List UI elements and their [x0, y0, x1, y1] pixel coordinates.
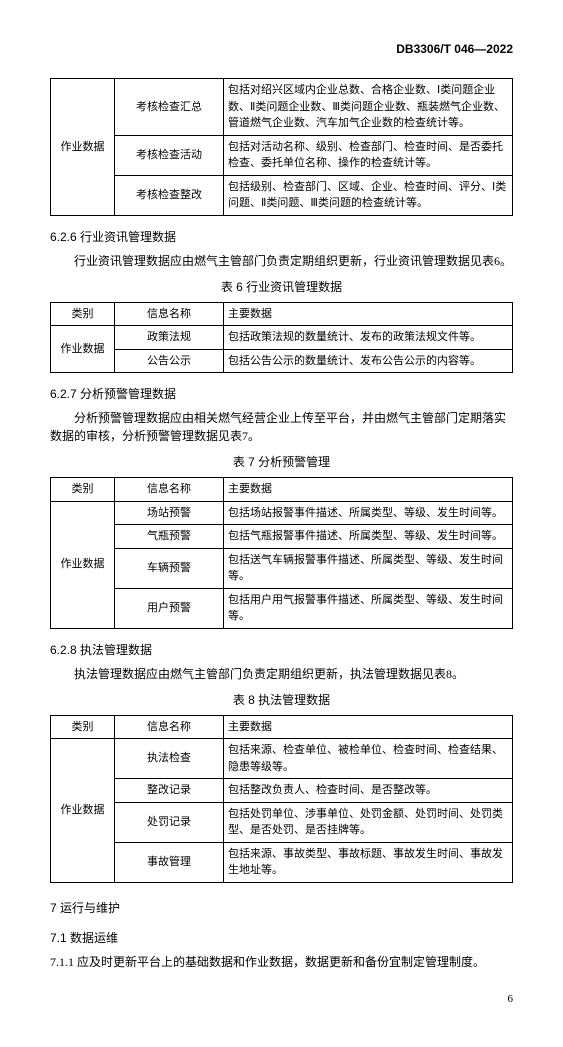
table7-caption: 表 7 分析预警管理 — [50, 453, 513, 471]
t8-desc-2: 包括处罚单位、涉事单位、处罚金额、处罚时间、处罚类型、是否处罚、是否挂牌等。 — [224, 802, 513, 842]
section-7-1-title: 7.1 数据运维 — [50, 929, 513, 947]
t6-cat: 作业数据 — [51, 326, 115, 373]
t8-desc-3: 包括来源、事故类型、事故标题、事故发生时间、事故发生地址等。 — [224, 842, 513, 882]
t6-name-1: 公告公示 — [115, 349, 224, 373]
table8: 类别 信息名称 主要数据 作业数据 执法检查 包括来源、检查单位、被检单位、检查… — [50, 715, 513, 883]
t7-name-3: 用户预警 — [115, 588, 224, 628]
t7-desc-3: 包括用户用气报警事件描述、所属类型、等级、发生时间等。 — [224, 588, 513, 628]
t7-desc-0: 包括场站报警事件描述、所属类型、等级、发生时间等。 — [224, 501, 513, 525]
t8-h3: 主要数据 — [224, 715, 513, 739]
t6-h1: 类别 — [51, 302, 115, 326]
t8-h2: 信息名称 — [115, 715, 224, 739]
t8-desc-1: 包括整改负责人、检查时间、是否整改等。 — [224, 779, 513, 803]
t5-desc-0: 包括对绍兴区域内企业总数、合格企业数、Ⅰ类问题企业数、Ⅱ类问题企业数、Ⅲ类问题企… — [224, 79, 513, 136]
t8-name-0: 执法检查 — [115, 739, 224, 779]
doc-code-header: DB3306/T 046—2022 — [50, 40, 513, 58]
t6-h2: 信息名称 — [115, 302, 224, 326]
section-7-1-1-para: 7.1.1 应及时更新平台上的基础数据和作业数据，数据更新和备份宜制定管理制度。 — [50, 953, 513, 971]
t7-desc-2: 包括送气车辆报警事件描述、所属类型、等级、发生时间等。 — [224, 548, 513, 588]
t5-desc-2: 包括级别、检查部门、区域、企业、检查时间、评分、Ⅰ类问题、Ⅱ类问题、Ⅲ类问题的检… — [224, 175, 513, 215]
page-number: 6 — [50, 991, 513, 1008]
table5-continuation: 作业数据 考核检查汇总 包括对绍兴区域内企业总数、合格企业数、Ⅰ类问题企业数、Ⅱ… — [50, 78, 513, 216]
t8-name-3: 事故管理 — [115, 842, 224, 882]
table6: 类别 信息名称 主要数据 作业数据 政策法规 包括政策法规的数量统计、发布的政策… — [50, 302, 513, 374]
t7-cat: 作业数据 — [51, 501, 115, 628]
t5-cat: 作业数据 — [51, 79, 115, 216]
t8-desc-0: 包括来源、检查单位、被检单位、检查时间、检查结果、隐患等级等。 — [224, 739, 513, 779]
t8-h1: 类别 — [51, 715, 115, 739]
section-6-2-6-title: 6.2.6 行业资讯管理数据 — [50, 228, 513, 246]
section-6-2-7-title: 6.2.7 分析预警管理数据 — [50, 385, 513, 403]
table7: 类别 信息名称 主要数据 作业数据 场站预警 包括场站报警事件描述、所属类型、等… — [50, 477, 513, 629]
t6-name-0: 政策法规 — [115, 326, 224, 350]
table8-caption: 表 8 执法管理数据 — [50, 691, 513, 709]
t7-desc-1: 包括气瓶报警事件描述、所属类型、等级、发生时间等。 — [224, 525, 513, 549]
section-7-title: 7 运行与维护 — [50, 899, 513, 917]
t7-h3: 主要数据 — [224, 478, 513, 502]
section-6-2-8-para: 执法管理数据应由燃气主管部门负责定期组织更新，执法管理数据见表8。 — [50, 665, 513, 683]
t8-name-2: 处罚记录 — [115, 802, 224, 842]
t5-name-1: 考核检查活动 — [115, 135, 224, 175]
t6-desc-1: 包括公告公示的数量统计、发布公告公示的内容等。 — [224, 349, 513, 373]
section-6-2-8-title: 6.2.8 执法管理数据 — [50, 641, 513, 659]
t7-h2: 信息名称 — [115, 478, 224, 502]
t5-name-0: 考核检查汇总 — [115, 79, 224, 136]
t7-name-0: 场站预警 — [115, 501, 224, 525]
t6-h3: 主要数据 — [224, 302, 513, 326]
t5-desc-1: 包括对活动名称、级别、检查部门、检查时间、是否委托检查、委托单位名称、操作的检查… — [224, 135, 513, 175]
section-6-2-7-para: 分析预警管理数据应由相关燃气经营企业上传至平台，并由燃气主管部门定期落实数据的审… — [50, 409, 513, 445]
t7-name-1: 气瓶预警 — [115, 525, 224, 549]
section-6-2-6-para: 行业资讯管理数据应由燃气主管部门负责定期组织更新，行业资讯管理数据见表6。 — [50, 252, 513, 270]
t5-name-2: 考核检查整改 — [115, 175, 224, 215]
t8-cat: 作业数据 — [51, 739, 115, 883]
t7-name-2: 车辆预警 — [115, 548, 224, 588]
t6-desc-0: 包括政策法规的数量统计、发布的政策法规文件等。 — [224, 326, 513, 350]
t7-h1: 类别 — [51, 478, 115, 502]
table6-caption: 表 6 行业资讯管理数据 — [50, 278, 513, 296]
t8-name-1: 整改记录 — [115, 779, 224, 803]
